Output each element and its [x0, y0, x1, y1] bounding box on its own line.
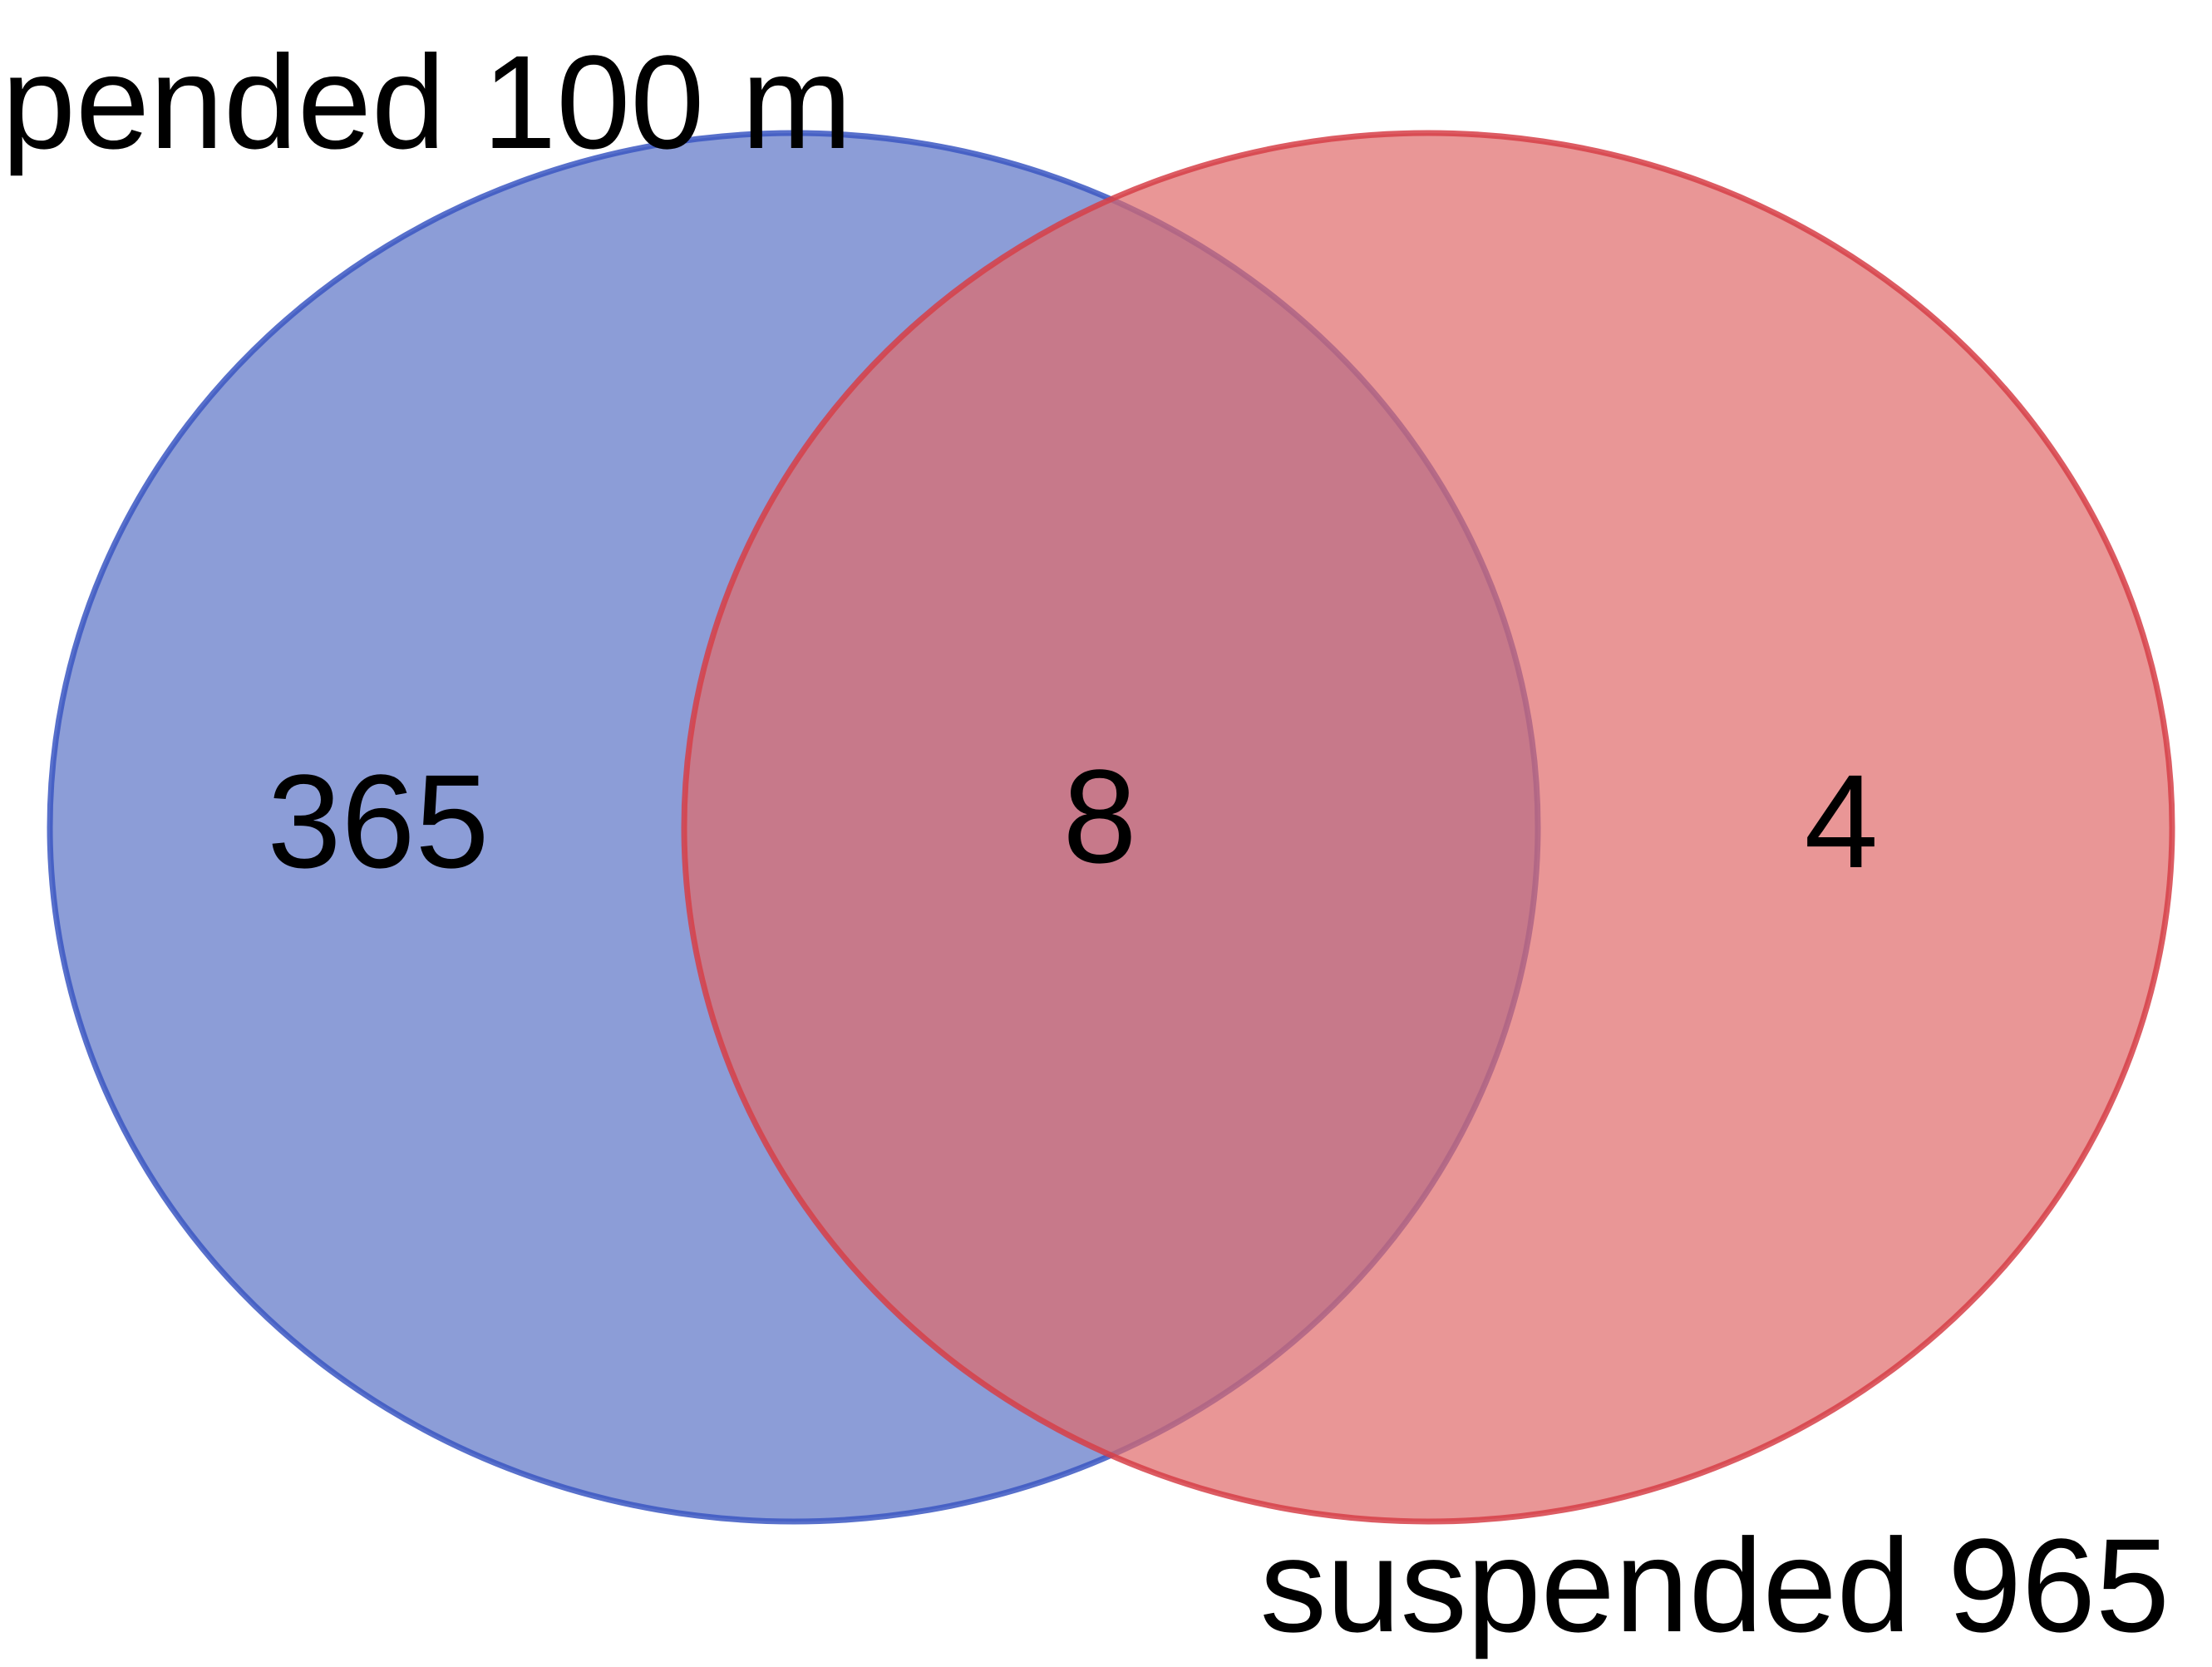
set-b-label: suspended 965	[1260, 1511, 2170, 1660]
region-only-b-count: 4	[1805, 747, 1879, 895]
set-b-ellipse	[681, 130, 2175, 1525]
region-only-a-count: 365	[268, 747, 490, 895]
set-a-label: pended 100 m	[2, 27, 852, 176]
region-overlap-count: 8	[1063, 742, 1137, 890]
